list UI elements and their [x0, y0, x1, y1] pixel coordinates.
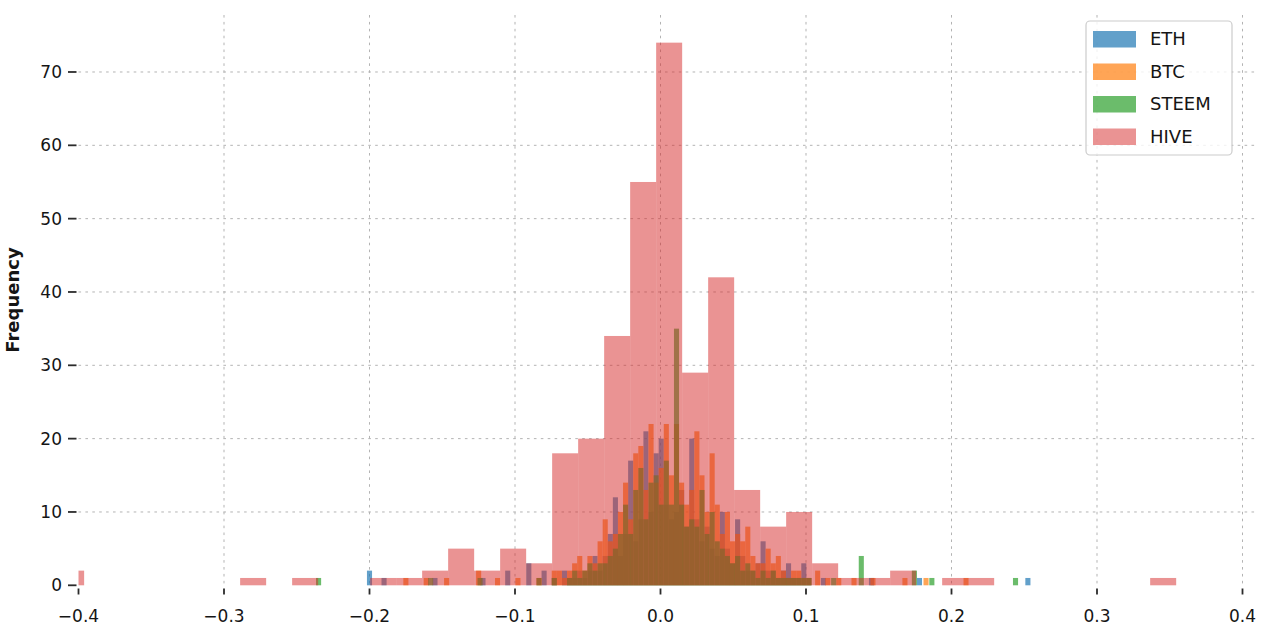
btc-bar	[923, 578, 928, 585]
x-tick-label: 0.1	[792, 606, 819, 626]
hive-bar	[578, 439, 604, 586]
hive-bar	[240, 578, 266, 585]
y-tick-label: 40	[40, 282, 62, 302]
hive-bar	[864, 578, 890, 585]
hive-bar	[708, 277, 734, 585]
hive-bar	[422, 571, 448, 586]
steem-bar	[929, 578, 934, 585]
eth-bar	[1025, 578, 1030, 585]
hive-bar	[760, 527, 786, 586]
hive-bar	[812, 563, 838, 585]
hive-bar	[500, 549, 526, 586]
hive-bar	[656, 43, 682, 586]
y-tick-labels: 0 10 20 30 40 50 60 70	[40, 62, 62, 595]
legend-label: HIVE	[1150, 126, 1193, 147]
y-tick-label: 0	[51, 575, 62, 595]
x-tick-label: −0.4	[58, 606, 99, 626]
hive-bar	[604, 336, 630, 585]
hive-bar	[370, 578, 396, 585]
y-tick-label: 60	[40, 135, 62, 155]
hive-bar	[630, 182, 656, 585]
hive-bar	[448, 549, 474, 586]
hive-bar	[682, 373, 708, 586]
legend-label: BTC	[1150, 61, 1185, 82]
eth-bar	[917, 578, 922, 585]
hive-bar	[968, 578, 994, 585]
legend: ETH BTC STEEM HIVE	[1086, 21, 1232, 155]
hive-bar	[734, 490, 760, 585]
y-tick-label: 30	[40, 355, 62, 375]
hive-bar	[396, 578, 422, 585]
y-tick-label: 50	[40, 209, 62, 229]
x-tick-label: 0.2	[938, 606, 965, 626]
legend-swatch-eth	[1093, 31, 1136, 48]
hive-bar	[942, 578, 968, 585]
hive-bar	[474, 571, 500, 586]
legend-label: STEEM	[1150, 93, 1211, 114]
histogram-bars	[58, 43, 1176, 586]
x-tick-label: −0.1	[494, 606, 535, 626]
hive-bar	[58, 571, 84, 586]
x-tick-label: 0.0	[647, 606, 674, 626]
x-tick-labels: −0.4 −0.3 −0.2 −0.1 0.0 0.1 0.2 0.3 0.4	[58, 606, 1256, 626]
hive-bar	[292, 578, 318, 585]
x-tick-label: 0.4	[1229, 606, 1256, 626]
y-tick-label: 70	[40, 62, 62, 82]
x-tick-label: −0.2	[349, 606, 390, 626]
x-tick-label: 0.3	[1083, 606, 1110, 626]
hive-bar	[838, 578, 864, 585]
hive-bar	[786, 512, 812, 585]
legend-label: ETH	[1150, 28, 1186, 49]
hive-bar	[1150, 578, 1176, 585]
hive-bar	[890, 571, 916, 586]
y-axis-title: Frequency	[2, 247, 23, 353]
hive-bar	[526, 563, 552, 585]
x-tick-label: −0.3	[203, 606, 244, 626]
legend-swatch-steem	[1093, 96, 1136, 113]
legend-swatch-hive	[1093, 129, 1136, 146]
histogram-chart: −0.4 −0.3 −0.2 −0.1 0.0 0.1 0.2 0.3 0.4 0 10 20 30 4…	[0, 0, 1266, 642]
y-tick-label: 10	[40, 502, 62, 522]
steem-bar	[1013, 578, 1018, 585]
y-tick-label: 20	[40, 429, 62, 449]
legend-swatch-btc	[1093, 64, 1136, 81]
hive-bar	[552, 453, 578, 585]
